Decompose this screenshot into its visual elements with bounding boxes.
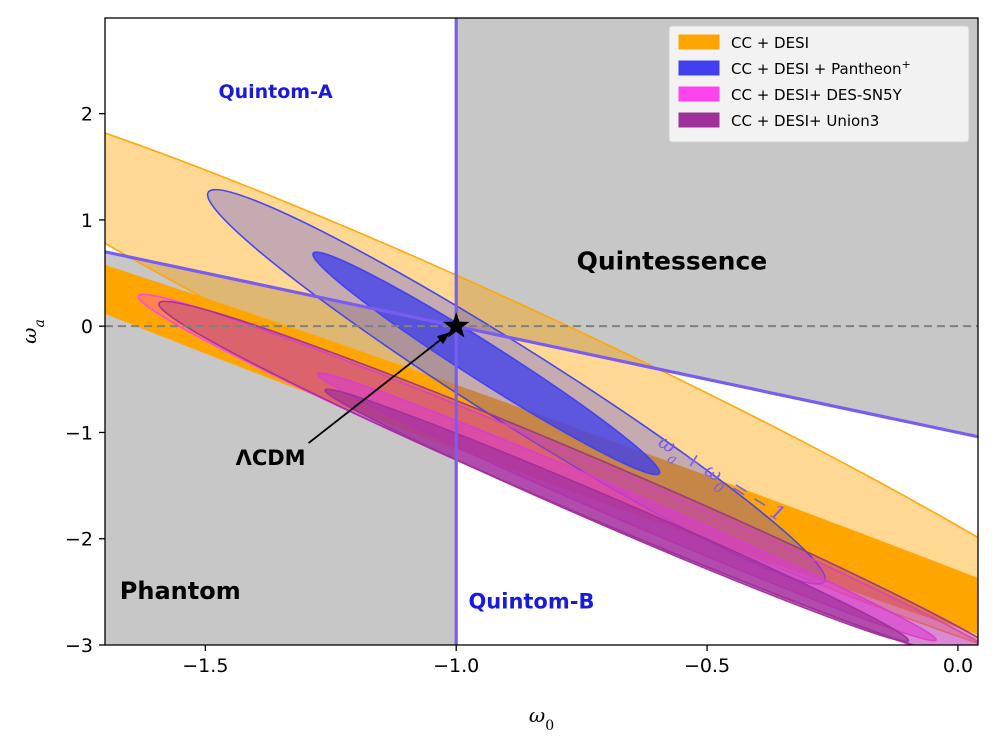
x-tick-label: −1.0	[433, 655, 479, 677]
x-tick-label: −0.5	[684, 655, 730, 677]
y-tick-label: −3	[65, 635, 93, 657]
union3-contour-1sigma	[297, 386, 936, 644]
y-tick-label: 2	[81, 104, 93, 126]
legend-swatch-dessn5y	[678, 86, 720, 102]
region-label-quintom-b: Quintom-B	[468, 589, 594, 613]
y-tick-label: −2	[65, 529, 93, 551]
x-tick-label: −1.5	[182, 655, 228, 677]
legend: CC + DESI CC + DESI + Pantheon+ CC + DESI+…	[668, 25, 970, 143]
lcdm-arrow-head	[436, 332, 451, 345]
region-label-quintessence: Quintessence	[577, 246, 768, 275]
legend-label-dessn5y: CC + DESI+ DES-SN5Y	[731, 86, 903, 104]
phantom-region	[105, 251, 457, 645]
lcdm-arrow-line	[308, 331, 451, 444]
lcdm-star-marker	[442, 312, 470, 338]
y-tick-label: 1	[81, 210, 93, 232]
region-label-quintom-a: Quintom-A	[218, 81, 333, 103]
legend-swatch-cc-desi	[678, 34, 720, 50]
lcdm-label: ΛCDM	[236, 446, 306, 470]
legend-label-cc-desi: CC + DESI	[731, 34, 809, 52]
boundary-line-diagonal	[105, 250, 978, 439]
y-axis-title: ωa	[17, 319, 48, 344]
legend-swatch-pantheon	[678, 60, 720, 76]
axes-frame	[104, 17, 979, 646]
legend-label-pantheon: CC + DESI + Pantheon+	[731, 58, 911, 79]
legend-label-union3: CC + DESI+ Union3	[731, 112, 879, 130]
x-tick-label: 0.0	[943, 655, 973, 677]
region-label-phantom: Phantom	[120, 577, 241, 605]
series-union3	[104, 295, 978, 645]
legend-box	[668, 25, 970, 143]
x-axis-title: ω0	[529, 703, 554, 734]
y-tick-label: −1	[65, 422, 93, 444]
y-tick-label: 0	[81, 316, 93, 338]
legend-swatch-union3	[678, 112, 720, 128]
